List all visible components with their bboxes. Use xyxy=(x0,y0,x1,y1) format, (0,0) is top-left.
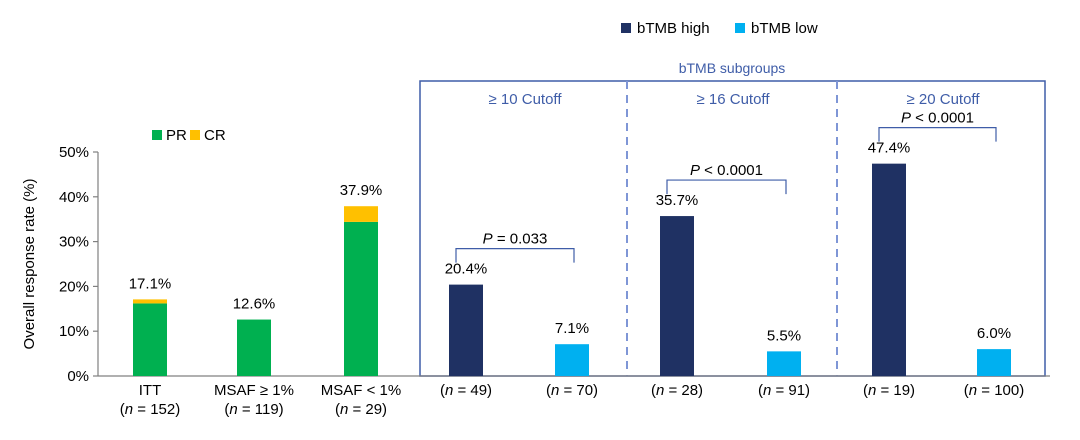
cutoff-title-3: ≥ 20 Cutoff xyxy=(906,91,980,108)
y-tick-label: 50% xyxy=(59,144,89,161)
y-axis-label: Overall response rate (%) xyxy=(21,179,38,350)
x-sample-size-label: (n = 100) xyxy=(964,382,1024,399)
legend-swatch-pr xyxy=(152,130,162,140)
labels-layer: 17.1% ITT (n = 152) 12.6% MSAF ≥ 1% (n = 119)… xyxy=(120,110,1024,418)
y-tick-label: 0% xyxy=(67,368,89,385)
cutoff-title-1: ≥ 10 Cutoff xyxy=(488,91,562,108)
bar-btmb-low-1 xyxy=(555,344,589,376)
subgroup-box-layer: bTMB subgroups ≥ 10 Cutoff ≥ 16 Cutoff ≥ 20… xyxy=(419,60,1046,377)
y-tick-label: 30% xyxy=(59,234,89,251)
x-category-label: ITT xyxy=(139,382,162,399)
bar-value-label: 20.4% xyxy=(445,261,488,278)
bars-layer xyxy=(133,163,1011,376)
bar-value-label: 17.1% xyxy=(129,275,172,292)
y-tick-label: 40% xyxy=(59,189,89,206)
p-value-label: P < 0.0001 xyxy=(690,162,763,179)
bar-value-label: 7.1% xyxy=(555,320,589,337)
subgroup-box-title: bTMB subgroups xyxy=(679,60,786,76)
legend-label-btmb-low: bTMB low xyxy=(751,20,818,37)
legend-label-btmb-high: bTMB high xyxy=(637,20,710,37)
bar-value-label: 5.5% xyxy=(767,327,801,344)
significance-bracket-1 xyxy=(455,248,575,263)
bar-btmb-low-3 xyxy=(977,349,1011,376)
bar-btmb-high-3 xyxy=(872,163,906,376)
bar-pr-3 xyxy=(344,221,378,376)
y-tick-label: 10% xyxy=(59,323,89,340)
bar-value-label: 12.6% xyxy=(233,296,276,313)
legend-swatch-btmb-high xyxy=(621,23,631,33)
bar-pr-2 xyxy=(237,319,271,376)
bar-value-label: 47.4% xyxy=(868,140,911,157)
bar-value-label: 6.0% xyxy=(977,325,1011,342)
cutoff-title-2: ≥ 16 Cutoff xyxy=(696,91,770,108)
legend-swatch-btmb-low xyxy=(735,23,745,33)
x-sample-size-label: (n = 91) xyxy=(758,382,810,399)
x-sample-size-label: (n = 70) xyxy=(546,382,598,399)
p-value-label: P = 0.033 xyxy=(483,231,548,248)
x-sample-size-label: (n = 19) xyxy=(863,382,915,399)
x-sample-size-label: (n = 49) xyxy=(440,382,492,399)
bar-value-label: 37.9% xyxy=(340,182,383,199)
legend-swatch-cr xyxy=(190,130,200,140)
bar-btmb-high-2 xyxy=(660,216,694,376)
legend-layer: PR CR bTMB high bTMB low xyxy=(152,20,818,144)
p-value-label: P < 0.0001 xyxy=(901,110,974,127)
bar-pr-1 xyxy=(133,303,167,376)
legend-label-cr: CR xyxy=(204,127,226,144)
bar-btmb-high-1 xyxy=(449,284,483,376)
x-category-label: MSAF ≥ 1% xyxy=(214,382,294,399)
y-tick-label: 20% xyxy=(59,278,89,295)
x-sample-size-label: (n = 29) xyxy=(335,401,387,418)
bar-value-label: 35.7% xyxy=(656,192,699,209)
x-category-label: MSAF < 1% xyxy=(321,382,401,399)
bar-cr-1 xyxy=(133,299,167,304)
bar-btmb-low-2 xyxy=(767,351,801,376)
legend-label-pr: PR xyxy=(166,127,187,144)
significance-bracket-2 xyxy=(666,179,787,195)
significance-bracket-3 xyxy=(878,127,997,142)
bar-cr-3 xyxy=(344,206,378,222)
x-sample-size-label: (n = 152) xyxy=(120,401,180,418)
x-sample-size-label: (n = 28) xyxy=(651,382,703,399)
x-sample-size-label: (n = 119) xyxy=(224,401,283,418)
